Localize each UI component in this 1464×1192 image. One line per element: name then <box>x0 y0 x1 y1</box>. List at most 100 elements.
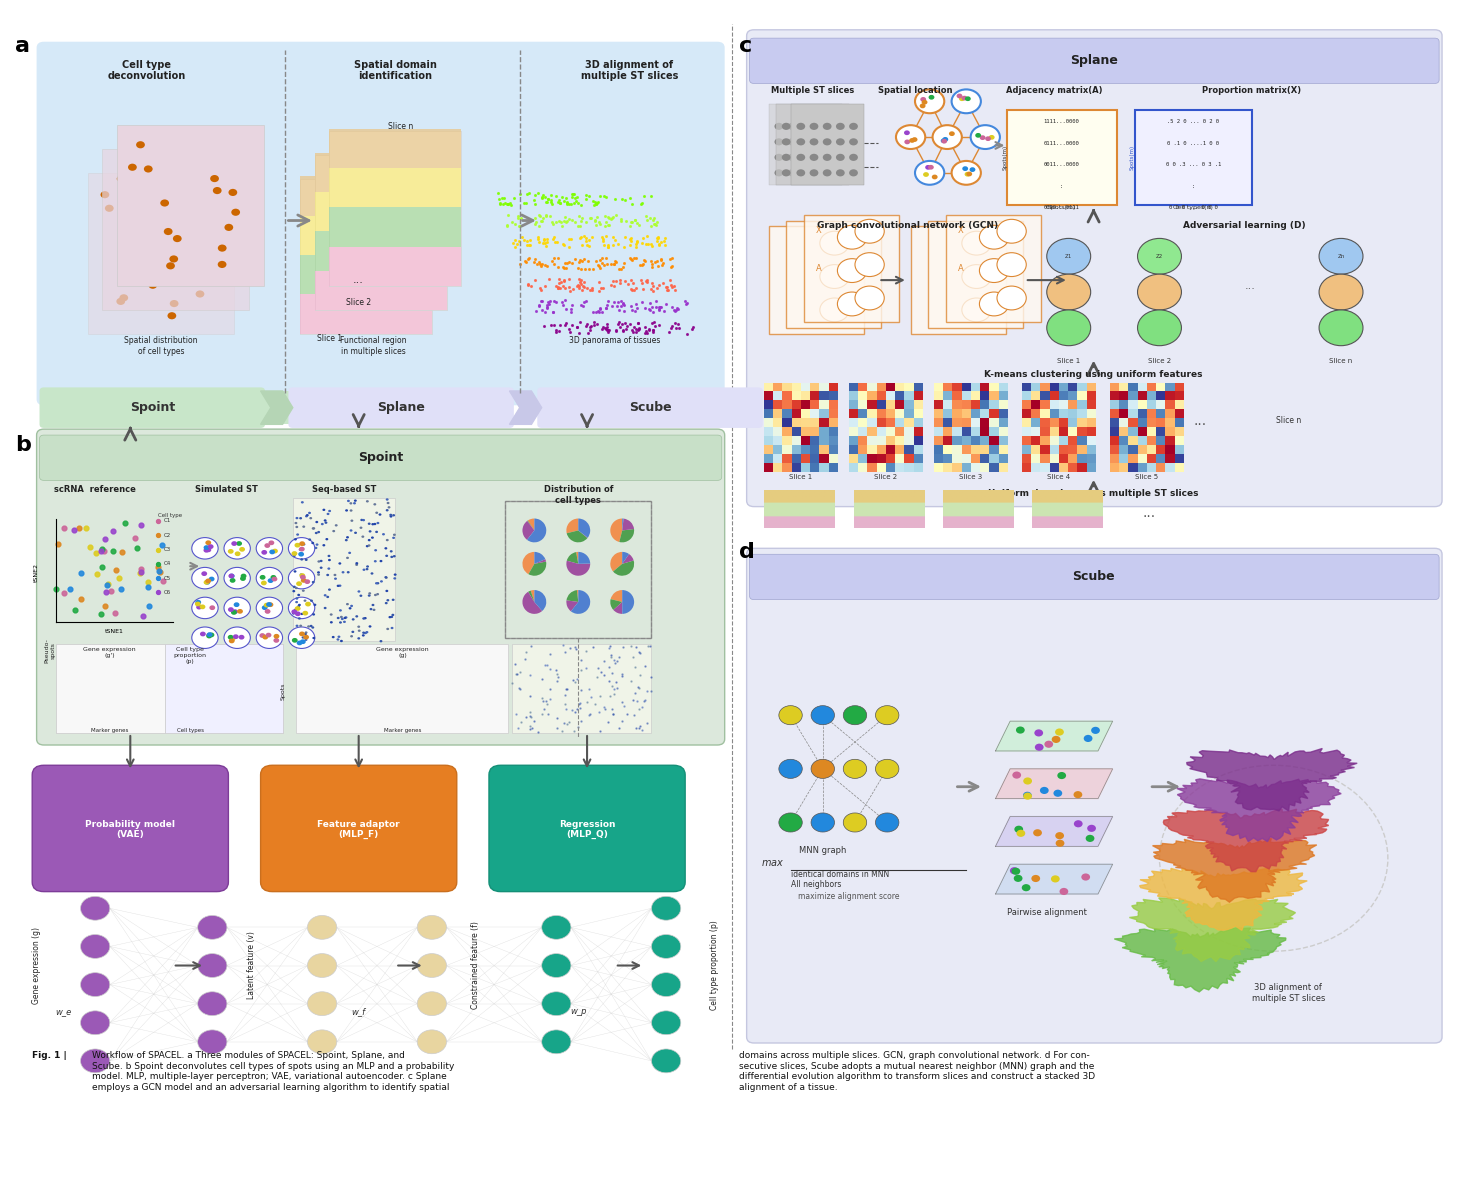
Point <box>559 296 583 315</box>
Point <box>564 191 587 210</box>
Text: Z2: Z2 <box>1157 254 1162 259</box>
Point <box>603 679 627 699</box>
Circle shape <box>1056 728 1064 735</box>
Circle shape <box>340 640 343 642</box>
Circle shape <box>823 123 832 130</box>
Point <box>638 293 662 312</box>
Point <box>546 192 569 211</box>
Circle shape <box>788 169 796 176</box>
Text: Gene expression (g): Gene expression (g) <box>32 927 41 1004</box>
Wedge shape <box>529 561 546 576</box>
Circle shape <box>119 252 127 259</box>
Circle shape <box>962 231 991 255</box>
Point <box>559 299 583 318</box>
Point <box>647 298 671 317</box>
Circle shape <box>296 625 299 627</box>
Point <box>555 194 578 213</box>
Point <box>539 192 562 211</box>
Circle shape <box>542 992 571 1016</box>
Point <box>555 679 578 699</box>
Point <box>624 657 647 676</box>
Wedge shape <box>567 560 590 576</box>
Point <box>589 687 612 706</box>
Circle shape <box>209 577 215 582</box>
Circle shape <box>81 935 110 958</box>
Circle shape <box>779 813 802 832</box>
Point <box>583 212 606 231</box>
Circle shape <box>299 573 305 578</box>
Text: 0011...0000: 0011...0000 <box>1044 162 1079 167</box>
Point <box>654 278 678 297</box>
Point <box>501 234 524 253</box>
Circle shape <box>291 609 297 614</box>
Text: maximize alignment score: maximize alignment score <box>798 892 899 901</box>
Point <box>643 312 666 331</box>
Point <box>610 190 634 209</box>
Bar <box>315 271 447 310</box>
Wedge shape <box>622 590 634 614</box>
Point <box>545 232 568 252</box>
Circle shape <box>127 230 136 237</box>
Point <box>660 248 684 267</box>
Wedge shape <box>567 590 578 602</box>
Point <box>504 230 527 249</box>
Circle shape <box>903 130 909 135</box>
Circle shape <box>302 590 305 592</box>
Circle shape <box>133 249 142 256</box>
Point <box>632 298 656 317</box>
Point <box>102 603 126 622</box>
Point <box>515 236 539 255</box>
Point <box>545 718 568 737</box>
Text: a: a <box>15 36 29 56</box>
Point <box>553 278 577 297</box>
Circle shape <box>373 594 376 596</box>
Point <box>621 647 644 666</box>
Circle shape <box>924 172 930 176</box>
Circle shape <box>149 226 158 234</box>
Circle shape <box>149 280 158 287</box>
Polygon shape <box>996 864 1113 894</box>
Circle shape <box>1010 867 1019 874</box>
Point <box>584 194 608 213</box>
Circle shape <box>849 154 858 161</box>
Point <box>546 279 569 298</box>
Point <box>555 313 578 333</box>
Circle shape <box>224 567 250 589</box>
Point <box>589 186 612 205</box>
Point <box>529 256 552 275</box>
Circle shape <box>318 573 321 576</box>
Bar <box>165 644 283 733</box>
Circle shape <box>132 271 141 278</box>
Circle shape <box>291 613 294 615</box>
Point <box>556 319 580 339</box>
Bar <box>261 398 283 417</box>
Circle shape <box>350 529 353 532</box>
Circle shape <box>228 635 234 640</box>
Point <box>624 684 647 703</box>
Circle shape <box>356 563 359 565</box>
Point <box>148 561 171 581</box>
Circle shape <box>782 154 791 161</box>
Circle shape <box>921 97 927 101</box>
Point <box>567 193 590 212</box>
Point <box>574 641 597 660</box>
Point <box>543 315 567 334</box>
Circle shape <box>315 532 318 534</box>
Circle shape <box>300 575 306 579</box>
Circle shape <box>389 551 392 553</box>
Circle shape <box>337 616 340 619</box>
Circle shape <box>836 169 845 176</box>
Wedge shape <box>534 559 546 564</box>
Point <box>574 213 597 232</box>
Circle shape <box>1073 791 1082 799</box>
Circle shape <box>148 281 157 288</box>
Circle shape <box>385 577 388 579</box>
Circle shape <box>360 527 363 529</box>
Circle shape <box>353 502 356 504</box>
Point <box>640 280 663 299</box>
Circle shape <box>979 259 1009 283</box>
Circle shape <box>843 813 867 832</box>
Point <box>581 192 605 211</box>
Point <box>581 195 605 215</box>
Circle shape <box>966 172 972 176</box>
